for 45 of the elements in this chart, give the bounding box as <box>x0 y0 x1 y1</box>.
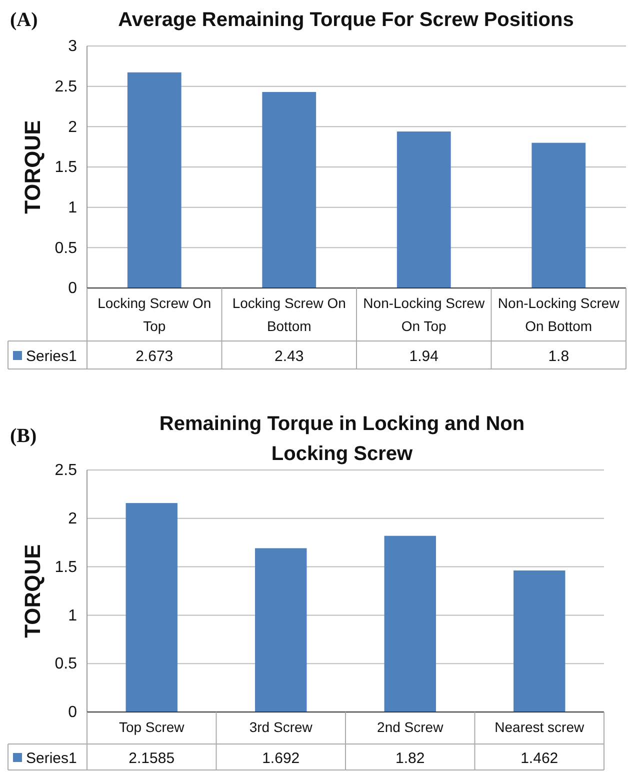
y-tick-label: 2.5 <box>54 462 78 480</box>
y-axis-title: TORQUE <box>20 544 45 638</box>
y-tick-label: 0.5 <box>54 656 78 673</box>
y-tick-label: 1.5 <box>54 558 78 576</box>
data-label: 1.692 <box>262 750 300 767</box>
y-tick-label: 2.5 <box>54 78 78 96</box>
y-tick-label: 0 <box>68 280 78 298</box>
data-label: 1.94 <box>409 348 438 365</box>
data-label: 1.8 <box>548 348 570 365</box>
y-tick-label: 0.5 <box>54 240 78 257</box>
bar <box>396 132 451 288</box>
data-label: 2.43 <box>274 348 304 365</box>
x-tick-label: Non-Locking Screw On Top <box>363 295 486 334</box>
text: (A) <box>10 9 38 31</box>
x-tick-label: Non-Locking Screw On Bottom <box>498 295 620 334</box>
data-label: 1.462 <box>520 750 558 767</box>
data-label: 1.82 <box>396 750 425 767</box>
bar <box>532 142 586 288</box>
bar <box>384 536 436 712</box>
bar <box>126 503 178 712</box>
text: (B) <box>10 425 37 447</box>
bar <box>514 570 566 712</box>
x-tick-label: Locking Screw On Top <box>98 295 212 334</box>
y-tick-label: 1 <box>68 607 78 624</box>
y-tick-label: 2 <box>68 510 78 528</box>
x-tick-label: Top Screw <box>118 719 186 735</box>
bar <box>255 548 307 712</box>
y-tick-label: 1 <box>68 199 78 216</box>
y-tick-label: 1.5 <box>54 159 78 176</box>
data-label: 2.1585 <box>128 750 175 767</box>
x-tick-label: 3rd Screw <box>249 719 314 735</box>
y-tick-label: 3 <box>68 38 78 56</box>
x-tick-label: 2nd Screw <box>377 719 444 735</box>
chart-title: Average Remaining Torque For Screw Positions <box>118 9 574 31</box>
legend-label: Series1 <box>26 348 77 365</box>
data-label: 2.673 <box>136 348 174 365</box>
x-tick-label: Locking Screw On Bottom <box>232 295 346 334</box>
legend-label: Series1 <box>26 750 77 767</box>
bar <box>127 72 182 288</box>
chart-title: Remaining Torque in Locking and Non Locking Screw <box>159 413 525 465</box>
x-tick-label: Nearest screw <box>494 719 585 735</box>
y-tick-label: 0 <box>68 704 78 722</box>
y-tick-label: 2 <box>68 118 78 136</box>
y-axis-title: TORQUE <box>20 120 45 214</box>
bar <box>262 92 316 288</box>
